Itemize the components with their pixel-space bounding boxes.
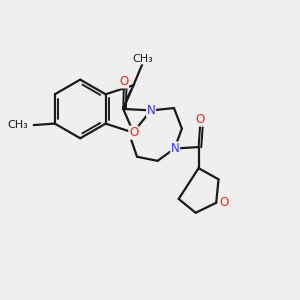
Text: N: N [171, 142, 179, 155]
Text: O: O [220, 196, 229, 209]
Text: O: O [119, 75, 128, 88]
Text: N: N [147, 104, 155, 117]
Text: CH₃: CH₃ [133, 54, 153, 64]
Text: O: O [195, 113, 205, 126]
Text: CH₃: CH₃ [7, 120, 28, 130]
Text: O: O [129, 126, 138, 139]
